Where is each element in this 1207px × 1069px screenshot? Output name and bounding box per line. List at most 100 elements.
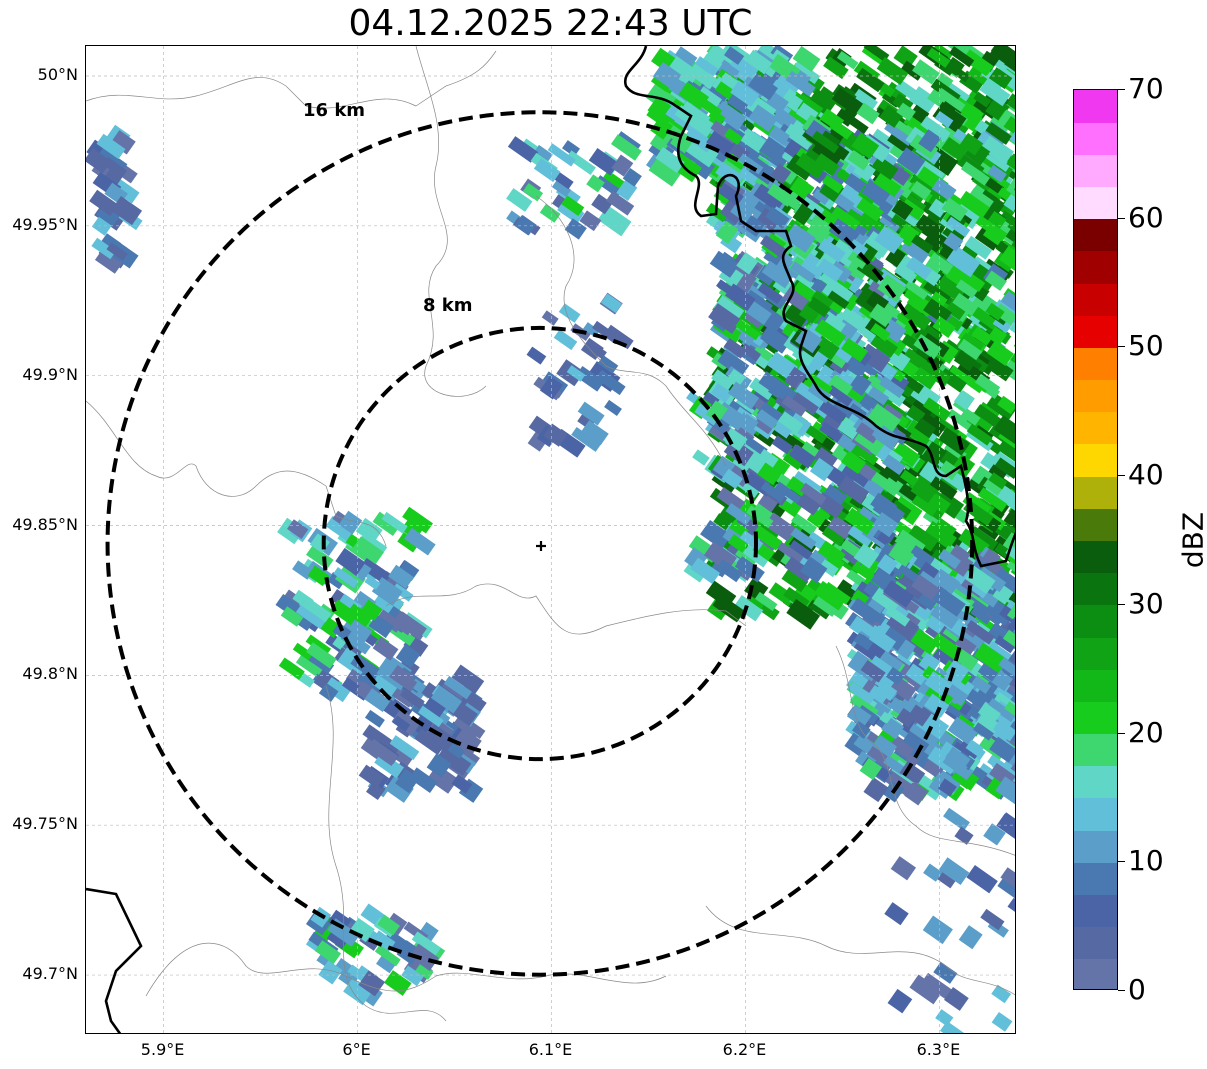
echo-pixel (307, 565, 330, 587)
echo-pixel (562, 140, 580, 157)
colorbar-segment (1074, 604, 1117, 638)
echo-pixel (791, 388, 822, 416)
echo-pixel (885, 666, 905, 686)
echo-pixel (988, 472, 1008, 490)
range-ring-label-16km: 16 km (303, 100, 366, 121)
echo-pixel (745, 49, 773, 75)
colorbar-segment (1074, 637, 1117, 670)
echo-pixel (863, 46, 890, 62)
echo-pixel (789, 539, 813, 561)
echo-pixel (991, 1011, 1013, 1032)
echo-pixel (879, 376, 905, 399)
echo-pixel (870, 322, 891, 342)
echo-pixel (748, 73, 778, 101)
echo-pixel (909, 723, 939, 748)
echo-pixel (723, 338, 747, 359)
echo-pixel (1013, 339, 1015, 355)
echo-pixel (784, 223, 816, 253)
echo-pixel (1003, 116, 1015, 143)
colorbar-segment (1074, 186, 1117, 220)
echo-pixel (800, 482, 827, 506)
echo-pixel (841, 355, 869, 382)
echo-pixel (909, 974, 943, 1005)
echo-pixel (879, 384, 906, 407)
echo-pixel (821, 313, 847, 338)
echo-pixel (820, 130, 841, 149)
echo-pixel (395, 643, 421, 669)
echo-pixel (923, 279, 952, 304)
echo-pixel (724, 46, 745, 65)
echo-pixel (792, 60, 821, 85)
echo-pixel (945, 746, 971, 771)
echo-pixel (891, 199, 914, 221)
echo-pixel (595, 369, 626, 396)
colorbar-tick (1118, 475, 1125, 477)
echo-pixel (786, 153, 815, 181)
echo-pixel (318, 960, 343, 985)
echo-pixel (1003, 507, 1015, 531)
echo-pixel (905, 256, 933, 280)
colorbar-tick-label: 0 (1128, 973, 1146, 1006)
colorbar-tick (1118, 346, 1125, 348)
echo-pixel (970, 675, 992, 694)
echo-pixel (690, 557, 721, 585)
echo-pixel (712, 593, 745, 623)
echo-pixel (944, 987, 969, 1011)
echo-pixel (941, 136, 968, 162)
colorbar-segment (1074, 476, 1117, 509)
echo-pixel (597, 205, 632, 237)
echo-pixel (874, 225, 904, 254)
echo-pixel (359, 557, 392, 585)
latitude-tick-label: 49.95°N (12, 214, 78, 234)
echo-pixel (1004, 54, 1015, 78)
echo-pixel (853, 543, 880, 569)
echo-pixel (977, 702, 1001, 724)
echo-pixel (400, 687, 425, 709)
echo-pixel (1000, 759, 1015, 785)
echo-pixel (952, 292, 979, 317)
echo-pixel (899, 565, 922, 584)
country-borders (86, 46, 1015, 1033)
commune-boundary (535, 195, 727, 467)
colorbar-tick (1118, 89, 1125, 90)
echo-pixel (914, 417, 937, 439)
echo-pixel (351, 560, 372, 582)
echo-pixel (936, 87, 966, 112)
echo-pixel (648, 157, 682, 187)
echo-pixel (840, 539, 862, 558)
echo-pixel (343, 978, 373, 1006)
echo-pixel (736, 252, 759, 275)
echo-pixel (1000, 867, 1015, 892)
echo-pixel (694, 56, 719, 77)
echo-pixel (278, 657, 305, 680)
echo-pixel (928, 198, 948, 218)
colorbar-segment (1074, 411, 1117, 445)
echo-pixel (611, 134, 642, 161)
echo-pixel (777, 411, 804, 435)
echo-pixel (827, 515, 854, 540)
echo-pixel (588, 148, 620, 176)
echo-pixel (795, 382, 826, 408)
echo-pixel (292, 560, 314, 580)
radar-map[interactable] (85, 45, 1016, 1034)
colorbar-segment (1074, 958, 1117, 989)
echo-pixel (1006, 557, 1015, 578)
echo-pixel (782, 447, 807, 471)
colorbar-segment (1074, 572, 1117, 606)
echo-pixel (770, 163, 792, 185)
radar-map-canvas (86, 46, 1015, 1033)
echo-pixel (561, 195, 585, 216)
echo-pixel (821, 523, 847, 547)
echo-pixel (921, 713, 950, 740)
echo-pixel (771, 435, 793, 455)
colorbar-tick (1118, 990, 1125, 991)
colorbar-segment (1074, 347, 1117, 381)
colorbar-tick-label: 10 (1128, 844, 1164, 878)
echo-pixel (954, 826, 974, 845)
echo-pixel (401, 965, 424, 987)
echo-pixel (758, 371, 792, 400)
echo-pixel (730, 80, 760, 107)
echo-pixel (903, 287, 933, 313)
echo-pixel (841, 462, 871, 488)
echo-pixel (811, 130, 840, 154)
